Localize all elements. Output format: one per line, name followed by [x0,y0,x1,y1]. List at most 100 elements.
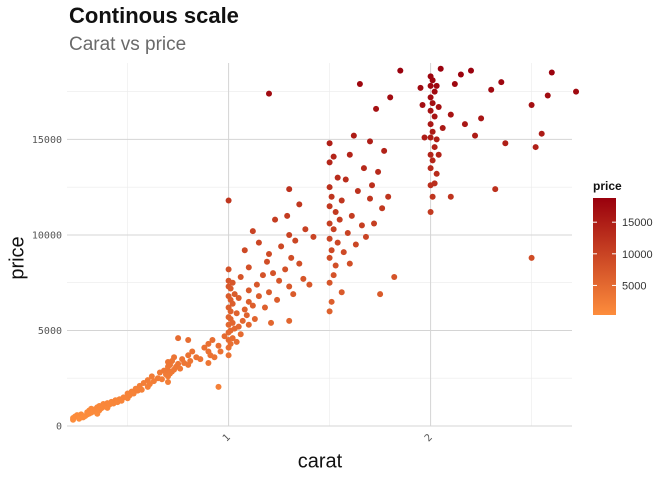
data-point [302,226,309,233]
data-point [310,233,317,240]
data-point [381,147,388,154]
data-point [488,86,495,93]
data-point [326,308,333,315]
data-point [243,312,250,319]
data-point [306,281,313,288]
data-point [286,186,293,193]
data-point [235,294,242,301]
data-point [328,193,335,200]
data-point [346,151,353,158]
data-point [286,231,293,238]
data-point [205,340,212,347]
data-point [326,184,333,191]
data-point [328,247,335,254]
data-point [373,105,380,112]
data-point [433,82,440,89]
data-point [498,79,505,86]
data-point [360,165,367,172]
data-point [274,296,281,303]
data-point [377,291,384,298]
data-point [427,151,434,158]
data-point [225,352,232,359]
data-point [326,235,333,242]
y-tick-label: 5000 [38,326,62,337]
legend-tick-label: 5000 [622,280,646,292]
x-tick-label: 1 [221,432,233,444]
data-point [225,266,232,273]
data-point [211,354,218,361]
data-point [201,344,208,351]
data-point [429,77,436,84]
data-point [468,67,474,74]
data-point [189,348,196,355]
data-point [379,205,386,212]
data-point [427,209,434,216]
data-point [429,100,436,107]
data-point [532,144,539,151]
data-point [253,281,260,288]
data-point [397,67,404,74]
data-point [165,379,171,386]
data-point [340,249,347,256]
data-point [328,298,335,305]
data-point [346,260,353,267]
data-point [227,308,234,315]
data-point [326,159,333,166]
data-point [237,331,244,338]
data-point [245,287,252,294]
data-point [472,132,479,139]
data-point [427,121,434,128]
data-point [266,251,272,258]
data-point [492,186,499,193]
data-point [286,283,293,290]
data-point [284,212,291,219]
data-point [249,228,256,235]
data-point [282,266,289,273]
data-point [356,81,363,88]
data-point [439,124,446,131]
data-point [255,239,262,246]
data-point [229,335,236,342]
data-point [268,319,275,326]
data-point [338,289,345,296]
data-point [326,279,333,286]
data-point [427,82,434,89]
data-point [427,165,434,172]
x-axis-label: carat [297,450,343,473]
data-point [261,304,268,311]
data-point [385,193,392,200]
data-point [185,337,192,344]
legend-ticks: 5000 10000 15000 [593,217,653,292]
data-point [259,272,266,279]
data-point [221,333,228,340]
data-point [296,260,303,267]
minor-gridlines [67,63,572,426]
data-point [245,298,252,305]
data-point [266,289,272,296]
data-point [451,81,458,88]
data-point [427,94,434,101]
data-point [187,358,194,365]
data-point [427,134,434,141]
data-point [352,241,359,248]
data-point [431,113,438,120]
data-point [229,319,236,326]
data-point [233,310,240,317]
data-point [354,188,361,195]
data-point [237,273,244,280]
data-point [358,222,365,229]
data-point [227,285,234,292]
data-point [371,220,378,227]
data-point [251,316,258,323]
data-point [255,293,262,300]
data-point [350,132,357,139]
data-point [197,356,204,363]
data-point [431,144,438,151]
data-point [387,94,394,101]
data-point [177,365,184,372]
data-point [427,107,434,114]
data-point [235,323,242,330]
data-point [528,254,535,261]
